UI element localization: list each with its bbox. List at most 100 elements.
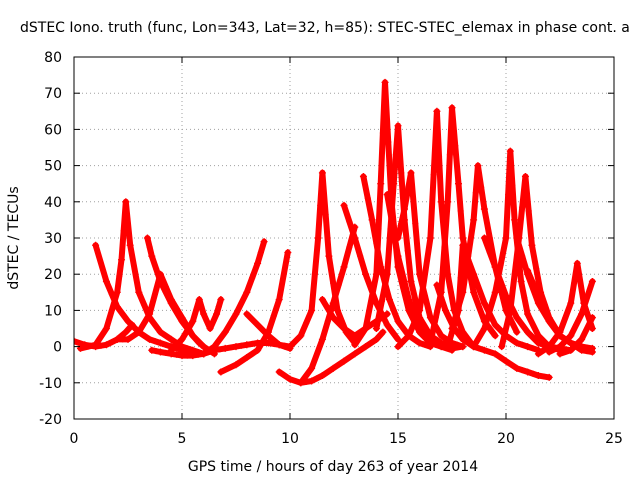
- data-point-marker: [411, 320, 418, 327]
- data-point-marker: [400, 338, 407, 345]
- data-point: [200, 310, 208, 318]
- data-point-marker: [376, 332, 383, 339]
- data-point: [318, 169, 326, 177]
- data-point: [416, 270, 424, 278]
- data-point: [243, 310, 251, 318]
- data-point-marker: [551, 325, 558, 332]
- data-point-marker: [551, 336, 558, 343]
- data-point: [254, 346, 262, 354]
- data-point-marker: [281, 372, 288, 379]
- data-point-marker: [540, 347, 547, 354]
- data-point: [567, 332, 575, 340]
- data-point-marker: [335, 282, 342, 289]
- data-point: [383, 191, 391, 199]
- data-point-marker: [486, 349, 493, 356]
- data-point: [459, 343, 467, 351]
- data-point-marker: [249, 316, 256, 323]
- data-point-marker: [584, 294, 590, 301]
- data-point: [491, 288, 499, 296]
- series-pass-10: [217, 248, 292, 376]
- data-point: [394, 335, 402, 343]
- data-point-marker: [238, 358, 245, 365]
- data-point: [470, 288, 478, 296]
- data-point: [284, 248, 292, 256]
- data-point: [167, 335, 175, 343]
- data-point: [351, 234, 359, 242]
- data-point: [491, 321, 499, 329]
- data-point: [394, 317, 402, 325]
- data-point-marker: [257, 249, 264, 256]
- data-point: [264, 339, 272, 347]
- data-point-marker: [400, 325, 407, 332]
- data-point: [556, 328, 564, 336]
- data-point-marker: [270, 312, 277, 319]
- data-point: [381, 78, 389, 86]
- data-point-marker: [119, 311, 126, 318]
- data-point-marker: [476, 345, 482, 352]
- data-point: [254, 321, 262, 329]
- data-point-marker: [141, 301, 148, 308]
- data-point: [156, 348, 164, 356]
- data-point-marker: [389, 222, 396, 229]
- data-point: [113, 335, 121, 343]
- data-point-marker: [324, 368, 331, 375]
- data-point: [195, 296, 203, 304]
- data-point: [377, 263, 385, 271]
- data-point: [524, 368, 532, 376]
- data-point: [394, 252, 402, 260]
- data-point-marker: [390, 307, 397, 314]
- data-point: [502, 234, 510, 242]
- data-point: [275, 341, 283, 349]
- data-point: [76, 344, 84, 352]
- data-point-marker: [203, 318, 210, 325]
- data-point-marker: [577, 280, 584, 287]
- y-tick-label: 60: [44, 122, 62, 138]
- data-point: [102, 277, 110, 285]
- data-point: [286, 375, 294, 383]
- data-point-marker: [153, 348, 160, 355]
- data-point-marker: [184, 345, 191, 352]
- data-point: [243, 353, 251, 361]
- data-point: [534, 339, 542, 347]
- data-point-marker: [530, 321, 536, 328]
- data-point: [588, 277, 596, 285]
- data-point-marker: [303, 320, 310, 327]
- data-point: [122, 198, 130, 206]
- data-point: [545, 373, 553, 381]
- data-point: [260, 238, 268, 246]
- data-point-marker: [571, 280, 578, 287]
- data-point: [545, 317, 553, 325]
- data-point-marker: [562, 314, 569, 321]
- data-point-marker: [249, 274, 256, 281]
- data-point-marker: [324, 305, 331, 312]
- data-point-marker: [335, 320, 342, 327]
- data-point: [513, 364, 521, 372]
- data-point: [148, 346, 156, 354]
- data-point: [275, 368, 283, 376]
- data-point: [351, 341, 359, 349]
- x-tick-label: 15: [389, 431, 407, 447]
- data-point: [480, 299, 488, 307]
- data-point: [286, 343, 294, 351]
- data-point: [318, 372, 326, 380]
- data-point: [588, 348, 596, 356]
- data-point-marker: [85, 343, 92, 350]
- data-point: [372, 335, 380, 343]
- data-point-marker: [389, 329, 396, 336]
- series-line: [200, 238, 268, 357]
- data-point-marker: [519, 367, 526, 374]
- data-point-marker: [141, 320, 148, 327]
- data-point-marker: [311, 271, 318, 278]
- data-point: [513, 328, 521, 336]
- data-point: [308, 364, 316, 372]
- data-point: [314, 234, 322, 242]
- data-point: [534, 372, 542, 380]
- data-point-marker: [292, 338, 299, 345]
- data-point-marker: [216, 346, 223, 353]
- data-point-marker: [530, 370, 536, 377]
- data-point-marker: [508, 361, 515, 368]
- data-point: [506, 306, 514, 314]
- data-point-marker: [455, 330, 462, 337]
- data-point: [524, 328, 532, 336]
